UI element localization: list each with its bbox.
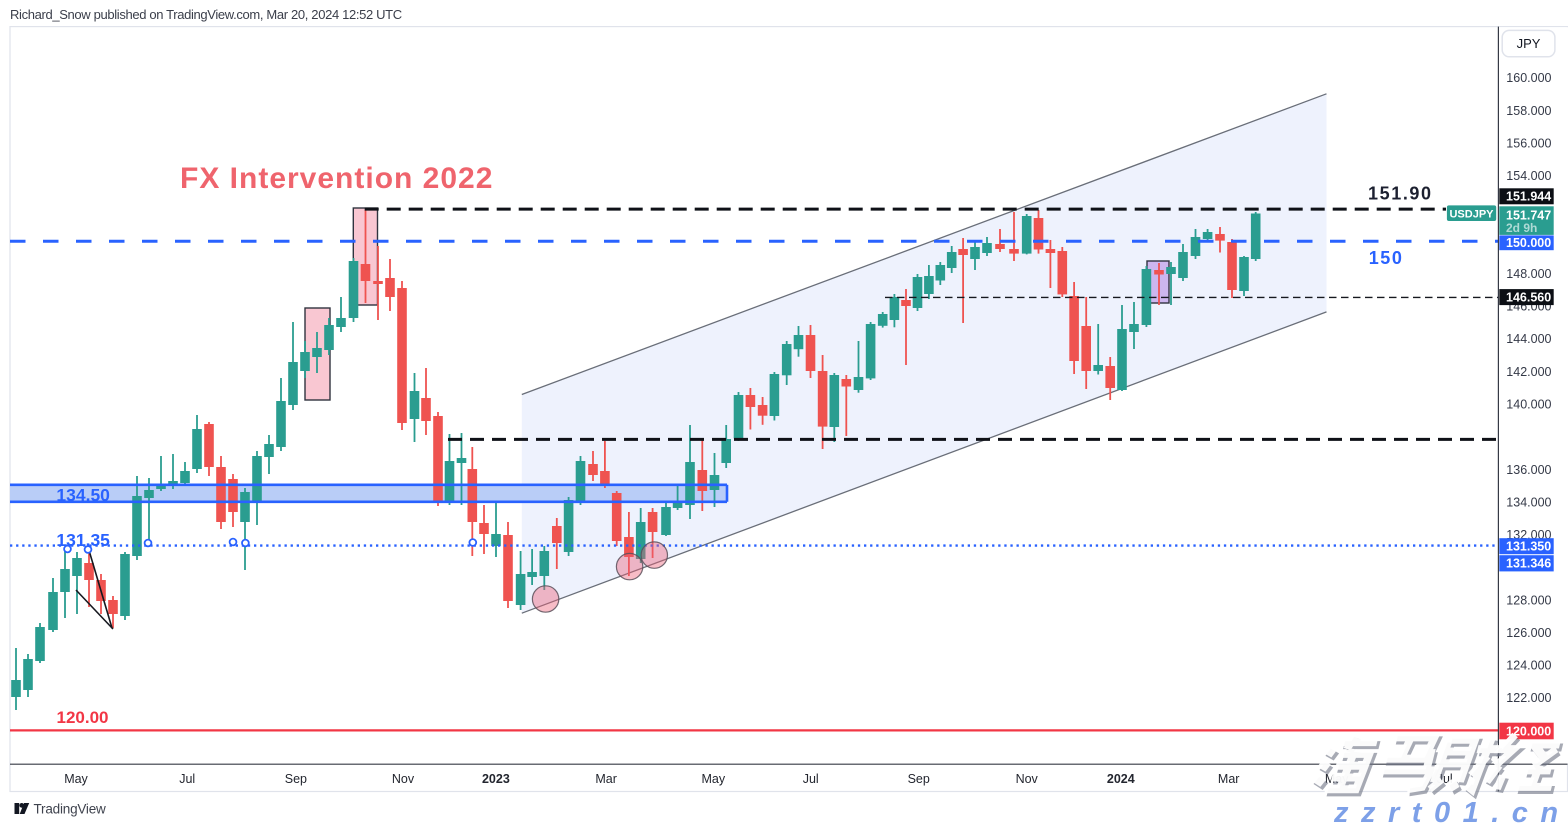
svg-text:151.944: 151.944 (1506, 190, 1551, 204)
svg-text:154.000: 154.000 (1506, 169, 1551, 183)
svg-text:131.346: 131.346 (1506, 557, 1551, 571)
svg-text:Mar: Mar (1218, 772, 1240, 786)
svg-text:2d 9h: 2d 9h (1506, 221, 1537, 235)
svg-text:Mar: Mar (595, 772, 617, 786)
svg-text:Nov: Nov (392, 772, 415, 786)
svg-text:131.35: 131.35 (56, 530, 110, 550)
svg-text:160.000: 160.000 (1506, 71, 1551, 85)
svg-text:120.00: 120.00 (57, 708, 109, 727)
svg-text:120.000: 120.000 (1506, 724, 1551, 738)
svg-text:142.000: 142.000 (1506, 365, 1551, 379)
svg-text:158.000: 158.000 (1506, 104, 1551, 118)
svg-text:Richard_Snow published on Trad: Richard_Snow published on TradingView.co… (10, 7, 402, 22)
svg-text:144.000: 144.000 (1506, 332, 1551, 346)
svg-text:122.000: 122.000 (1506, 691, 1551, 705)
svg-text:140.000: 140.000 (1506, 398, 1551, 412)
svg-text:TradingView: TradingView (34, 802, 107, 817)
svg-text:136.000: 136.000 (1506, 463, 1551, 477)
svg-text:150.000: 150.000 (1506, 236, 1551, 250)
svg-text:Sep: Sep (285, 772, 307, 786)
svg-text:148.000: 148.000 (1506, 267, 1551, 281)
svg-text:May: May (64, 772, 88, 786)
svg-text:131.350: 131.350 (1506, 540, 1551, 554)
svg-text:151.90: 151.90 (1368, 184, 1433, 204)
svg-text:2024: 2024 (1107, 772, 1135, 786)
svg-text:JPY: JPY (1517, 36, 1541, 51)
svg-text:Nov: Nov (1016, 772, 1039, 786)
svg-text:FX Intervention 2022: FX Intervention 2022 (180, 162, 493, 195)
svg-text:128.000: 128.000 (1506, 593, 1551, 607)
svg-text:USDJPY: USDJPY (1449, 209, 1494, 221)
svg-text:May: May (701, 772, 725, 786)
svg-text:146.560: 146.560 (1506, 291, 1551, 305)
svg-text:134.000: 134.000 (1506, 495, 1551, 509)
svg-text:124.000: 124.000 (1506, 659, 1551, 673)
svg-text:Sep: Sep (908, 772, 930, 786)
svg-text:156.000: 156.000 (1506, 137, 1551, 151)
svg-text:Jul: Jul (803, 772, 819, 786)
svg-text:2023: 2023 (482, 772, 510, 786)
svg-text:134.50: 134.50 (56, 485, 110, 505)
svg-text:151.747: 151.747 (1506, 209, 1551, 223)
svg-text:Jul: Jul (179, 772, 195, 786)
svg-text:150: 150 (1369, 248, 1404, 268)
svg-text:126.000: 126.000 (1506, 626, 1551, 640)
svg-text:zzrt01.cn: zzrt01.cn (1333, 797, 1568, 827)
